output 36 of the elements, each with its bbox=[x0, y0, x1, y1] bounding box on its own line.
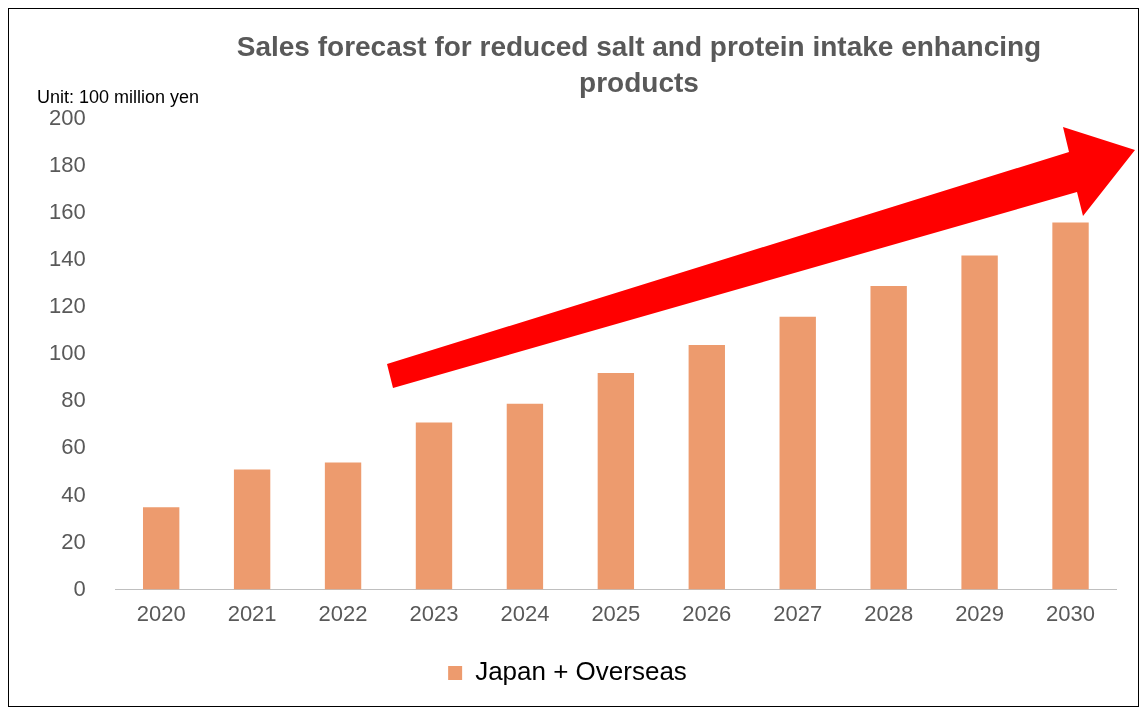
y-tick-label: 200 bbox=[48, 105, 86, 131]
bar bbox=[233, 469, 271, 590]
y-tick-label: 180 bbox=[48, 152, 86, 178]
x-tick-label: 2025 bbox=[591, 600, 641, 626]
bar bbox=[415, 422, 453, 590]
y-tick-label: 120 bbox=[48, 293, 86, 319]
x-tick-label: 2029 bbox=[955, 600, 1005, 626]
bar bbox=[688, 344, 725, 590]
bar bbox=[142, 507, 180, 590]
bar bbox=[1052, 222, 1089, 590]
x-tick-label: 2030 bbox=[1046, 600, 1096, 626]
y-tick-label: 20 bbox=[61, 528, 86, 554]
x-tick-label: 2021 bbox=[227, 600, 277, 626]
bar bbox=[870, 286, 907, 590]
x-tick-label: 2027 bbox=[773, 600, 823, 626]
y-tick-label: 160 bbox=[48, 199, 86, 225]
x-tick-label: 2026 bbox=[682, 600, 732, 626]
bar bbox=[961, 255, 998, 590]
y-tick-label: 40 bbox=[61, 481, 86, 507]
x-tick-label: 2020 bbox=[136, 600, 186, 626]
y-axis-title: Unit: 100 million yen bbox=[37, 87, 200, 108]
x-tick-label: 2028 bbox=[864, 600, 914, 626]
x-tick-label: 2022 bbox=[318, 600, 368, 626]
bar bbox=[506, 403, 544, 590]
legend-label: Japan + Overseas bbox=[475, 656, 687, 687]
bar bbox=[779, 316, 816, 590]
y-tick-label: 100 bbox=[48, 340, 86, 366]
y-tick-label: 140 bbox=[48, 246, 86, 272]
y-tick-label: 60 bbox=[61, 434, 86, 460]
y-tick-label: 80 bbox=[61, 387, 86, 413]
bar bbox=[597, 373, 635, 590]
y-tick-label: 0 bbox=[73, 575, 86, 601]
chart-title: Sales forecast for reduced salt and protein intake enhancing products bbox=[236, 31, 1042, 98]
bar bbox=[324, 462, 362, 590]
x-tick-label: 2023 bbox=[409, 600, 459, 626]
x-tick-label: 2024 bbox=[500, 600, 550, 626]
